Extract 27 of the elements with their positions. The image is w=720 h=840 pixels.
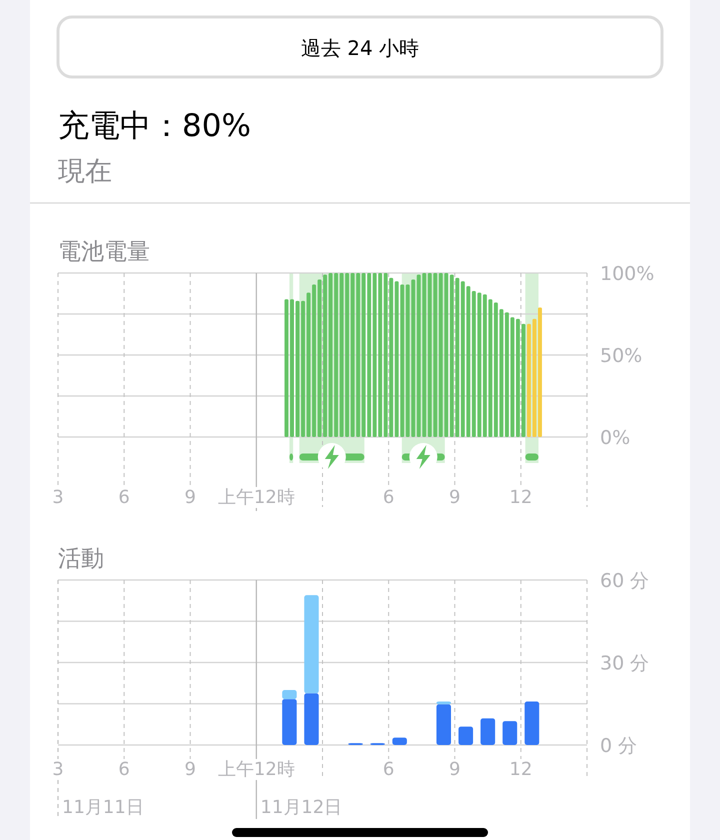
y-tick-label: 50% bbox=[600, 345, 642, 367]
x-tick-label: 6 bbox=[382, 487, 394, 508]
x-tick-label: 12 bbox=[509, 759, 532, 780]
text: 過去 24 小時 bbox=[300, 36, 420, 60]
x-tick-label: 上午12時 bbox=[218, 759, 295, 780]
y-tick-label: 0 分 bbox=[600, 735, 638, 757]
chart-title: 電池電量 bbox=[58, 239, 150, 265]
x-tick-label: 3 bbox=[52, 759, 64, 780]
chart-title: 活動 bbox=[58, 546, 104, 572]
x-tick-label: 上午12時 bbox=[218, 487, 295, 508]
text: 現在 bbox=[58, 156, 112, 187]
x-tick-label: 3 bbox=[52, 487, 64, 508]
x-tick-label: 12 bbox=[509, 487, 532, 508]
ref-line-label: 11月12日 bbox=[260, 797, 342, 818]
x-tick-label: 6 bbox=[118, 487, 130, 508]
y-tick-label: 30 分 bbox=[600, 652, 650, 674]
text: 充電中：80% bbox=[58, 108, 251, 144]
x-tick-label: 6 bbox=[382, 759, 394, 780]
y-tick-label: 0% bbox=[600, 427, 630, 449]
y-tick-label: 100% bbox=[600, 263, 654, 285]
x-tick-label: 9 bbox=[449, 759, 460, 780]
x-tick-label: 6 bbox=[118, 759, 130, 780]
x-tick-label: 9 bbox=[184, 487, 196, 508]
ref-line-label: 11月11日 bbox=[62, 797, 144, 818]
y-tick-label: 60 分 bbox=[600, 570, 650, 592]
x-tick-label: 9 bbox=[184, 759, 196, 780]
x-tick-label: 9 bbox=[449, 487, 460, 508]
